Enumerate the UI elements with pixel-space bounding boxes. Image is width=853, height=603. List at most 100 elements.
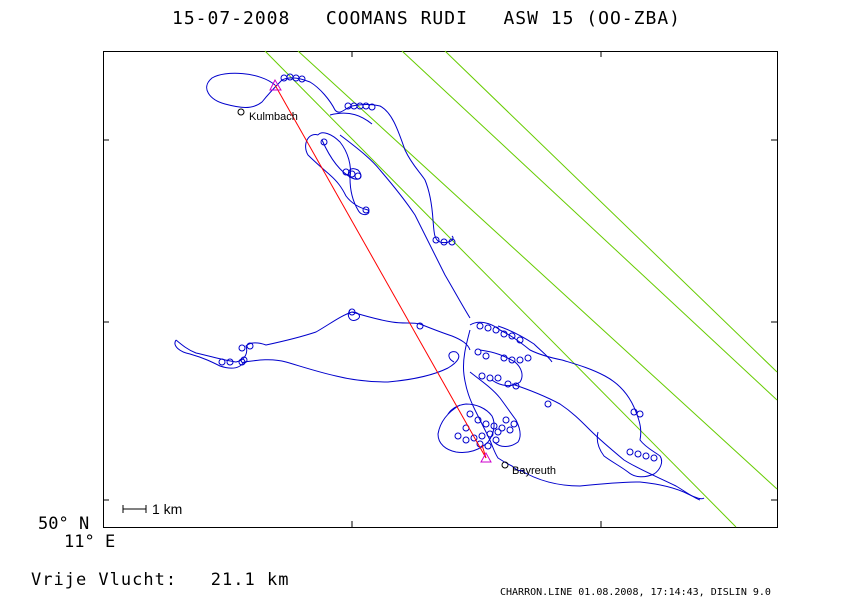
- distance-label: Vrije Vlucht:: [31, 570, 178, 590]
- thermal-loops: [218, 73, 658, 462]
- thermal-loop: [474, 348, 482, 356]
- thermal-loop: [492, 436, 500, 444]
- pilot-name: COOMANS RUDI: [325, 8, 468, 29]
- thermal-loop: [544, 400, 552, 408]
- track-segment: [511, 383, 701, 501]
- thermal-loop: [474, 416, 482, 424]
- distance-value: 21.1 km: [210, 570, 290, 590]
- thermal-loop: [650, 454, 658, 462]
- thermal-loop: [448, 238, 456, 246]
- thermal-loop: [362, 206, 370, 214]
- track-segment: [469, 371, 521, 447]
- finish-marker-triangle: [480, 451, 492, 463]
- thermal-loop: [226, 358, 234, 366]
- track-segment: [174, 339, 460, 383]
- track-segment: [339, 134, 471, 319]
- thermal-loop: [626, 448, 634, 456]
- track-segment: [437, 403, 495, 453]
- thermal-loop: [634, 450, 642, 458]
- thermal-loop: [482, 352, 490, 360]
- track-segment: [329, 112, 373, 125]
- airspace-line: [444, 50, 778, 373]
- bayreuth-marker: [501, 461, 509, 469]
- track-segment: [206, 72, 454, 243]
- thermal-loop: [286, 73, 294, 81]
- thermal-loop: [516, 336, 524, 344]
- thermal-loop: [510, 420, 518, 428]
- thermal-loop: [494, 374, 502, 382]
- airspace-line: [297, 50, 778, 490]
- track-segment: [497, 325, 553, 363]
- thermal-loop: [354, 172, 362, 180]
- track-segment: [175, 309, 360, 363]
- track-segment: [469, 321, 663, 478]
- track-segment: [479, 349, 523, 387]
- thermal-loop: [238, 344, 246, 352]
- thermal-loop: [320, 138, 328, 146]
- airspace-lines: [264, 50, 778, 528]
- axis-ticks: [103, 51, 777, 527]
- kulmbach-marker: [237, 108, 245, 116]
- track-segment: [463, 329, 525, 472]
- latitude-label: 50° N: [38, 514, 90, 534]
- thermal-loop: [508, 356, 516, 364]
- plot-frame: [103, 51, 778, 528]
- thermal-loop: [508, 332, 516, 340]
- thermal-loop: [348, 170, 356, 178]
- airspace-line: [264, 50, 737, 528]
- glider-id: ASW 15 (OO-ZBA): [503, 8, 681, 29]
- thermal-loop: [466, 410, 474, 418]
- thermal-loop: [484, 442, 492, 450]
- thermal-loop: [486, 374, 494, 382]
- thermal-loop: [482, 420, 490, 428]
- track-segment: [351, 311, 471, 351]
- thermal-loop: [240, 356, 248, 364]
- thermal-loop: [416, 322, 424, 330]
- thermal-loop: [490, 422, 498, 430]
- flight-track: [174, 72, 705, 501]
- flight-date: 15-07-2008: [171, 8, 291, 29]
- thermal-loop: [478, 372, 486, 380]
- thermal-loop: [504, 380, 512, 388]
- track-segment: [305, 132, 370, 216]
- start-marker-triangle: [269, 78, 282, 91]
- scale-bar-label: 1 km: [152, 501, 182, 517]
- thermal-loop: [246, 342, 254, 350]
- thermal-loop: [362, 102, 370, 110]
- thermal-loop: [500, 354, 508, 362]
- task-line: [274, 84, 487, 459]
- thermal-loop: [512, 382, 520, 390]
- thermal-loop: [470, 434, 478, 442]
- thermal-loop: [476, 322, 484, 330]
- thermal-loop: [506, 426, 514, 434]
- thermal-loop: [524, 354, 532, 362]
- thermal-loop: [498, 424, 506, 432]
- thermal-loop: [630, 408, 638, 416]
- task-line-end: [481, 444, 487, 459]
- thermal-loop: [478, 432, 486, 440]
- scale-bar: [122, 505, 147, 513]
- kulmbach-label: Kulmbach: [249, 111, 298, 123]
- track-segment: [519, 469, 705, 500]
- thermal-loop: [218, 358, 226, 366]
- thermal-loop: [642, 452, 650, 460]
- thermal-loop: [348, 308, 356, 316]
- thermal-loop: [462, 436, 470, 444]
- thermal-loop: [500, 330, 508, 338]
- thermal-loop: [636, 410, 644, 418]
- thermal-loop: [502, 416, 510, 424]
- thermal-loop: [432, 236, 440, 244]
- thermal-loop: [492, 326, 500, 334]
- thermal-loop: [516, 356, 524, 364]
- thermal-loop: [342, 168, 350, 176]
- flight-title: 15-07-2008 COOMANS RUDI ASW 15 (OO-ZBA): [0, 8, 853, 29]
- thermal-loop: [494, 428, 502, 436]
- thermal-loop: [454, 432, 462, 440]
- bayreuth-label: Bayreuth: [512, 465, 556, 477]
- distance-summary: Vrije Vlucht: 21.1 km: [31, 570, 289, 590]
- airspace-line: [401, 50, 778, 401]
- thermal-loop: [298, 75, 306, 83]
- longitude-label: 11° E: [64, 532, 116, 552]
